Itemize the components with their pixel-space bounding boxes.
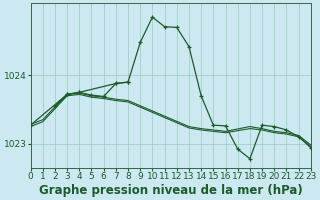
X-axis label: Graphe pression niveau de la mer (hPa): Graphe pression niveau de la mer (hPa): [39, 184, 302, 197]
